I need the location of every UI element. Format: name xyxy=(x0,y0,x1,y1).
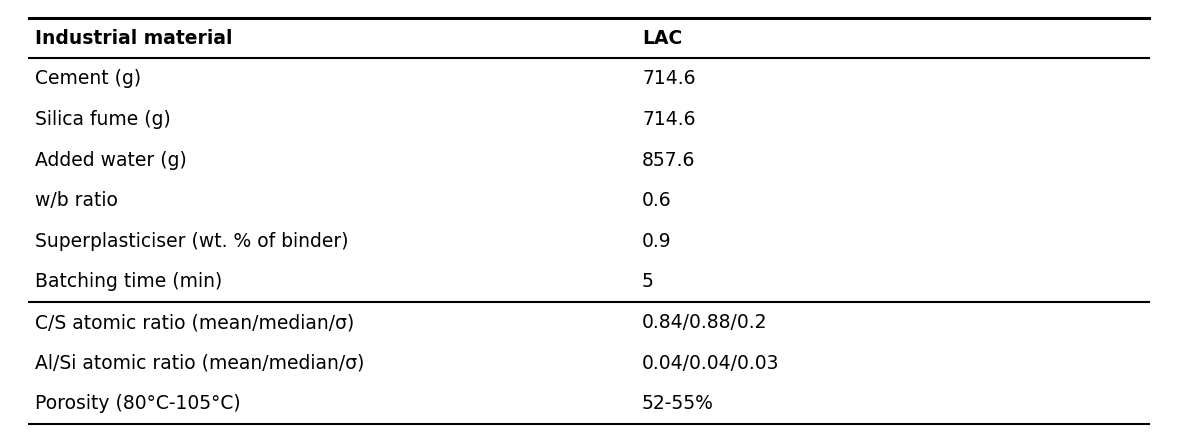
Text: Added water (g): Added water (g) xyxy=(35,151,187,169)
Text: 714.6: 714.6 xyxy=(642,69,695,88)
Text: 5: 5 xyxy=(642,273,654,291)
Text: Superplasticiser (wt. % of binder): Superplasticiser (wt. % of binder) xyxy=(35,232,349,251)
Text: 52-55%: 52-55% xyxy=(642,395,714,413)
Text: LAC: LAC xyxy=(642,29,682,47)
Text: Industrial material: Industrial material xyxy=(35,29,233,47)
Text: C/S atomic ratio (mean/median/σ): C/S atomic ratio (mean/median/σ) xyxy=(35,313,355,332)
Text: Silica fume (g): Silica fume (g) xyxy=(35,110,171,129)
Text: Cement (g): Cement (g) xyxy=(35,69,141,88)
Text: 714.6: 714.6 xyxy=(642,110,695,129)
Text: Al/Si atomic ratio (mean/median/σ): Al/Si atomic ratio (mean/median/σ) xyxy=(35,354,365,373)
Text: 0.9: 0.9 xyxy=(642,232,671,251)
Text: w/b ratio: w/b ratio xyxy=(35,191,118,210)
Text: 857.6: 857.6 xyxy=(642,151,695,169)
Text: 0.84/0.88/0.2: 0.84/0.88/0.2 xyxy=(642,313,768,332)
Text: 0.04/0.04/0.03: 0.04/0.04/0.03 xyxy=(642,354,780,373)
Text: Batching time (min): Batching time (min) xyxy=(35,273,223,291)
Text: 0.6: 0.6 xyxy=(642,191,671,210)
Text: Porosity (80°C-105°C): Porosity (80°C-105°C) xyxy=(35,395,241,413)
